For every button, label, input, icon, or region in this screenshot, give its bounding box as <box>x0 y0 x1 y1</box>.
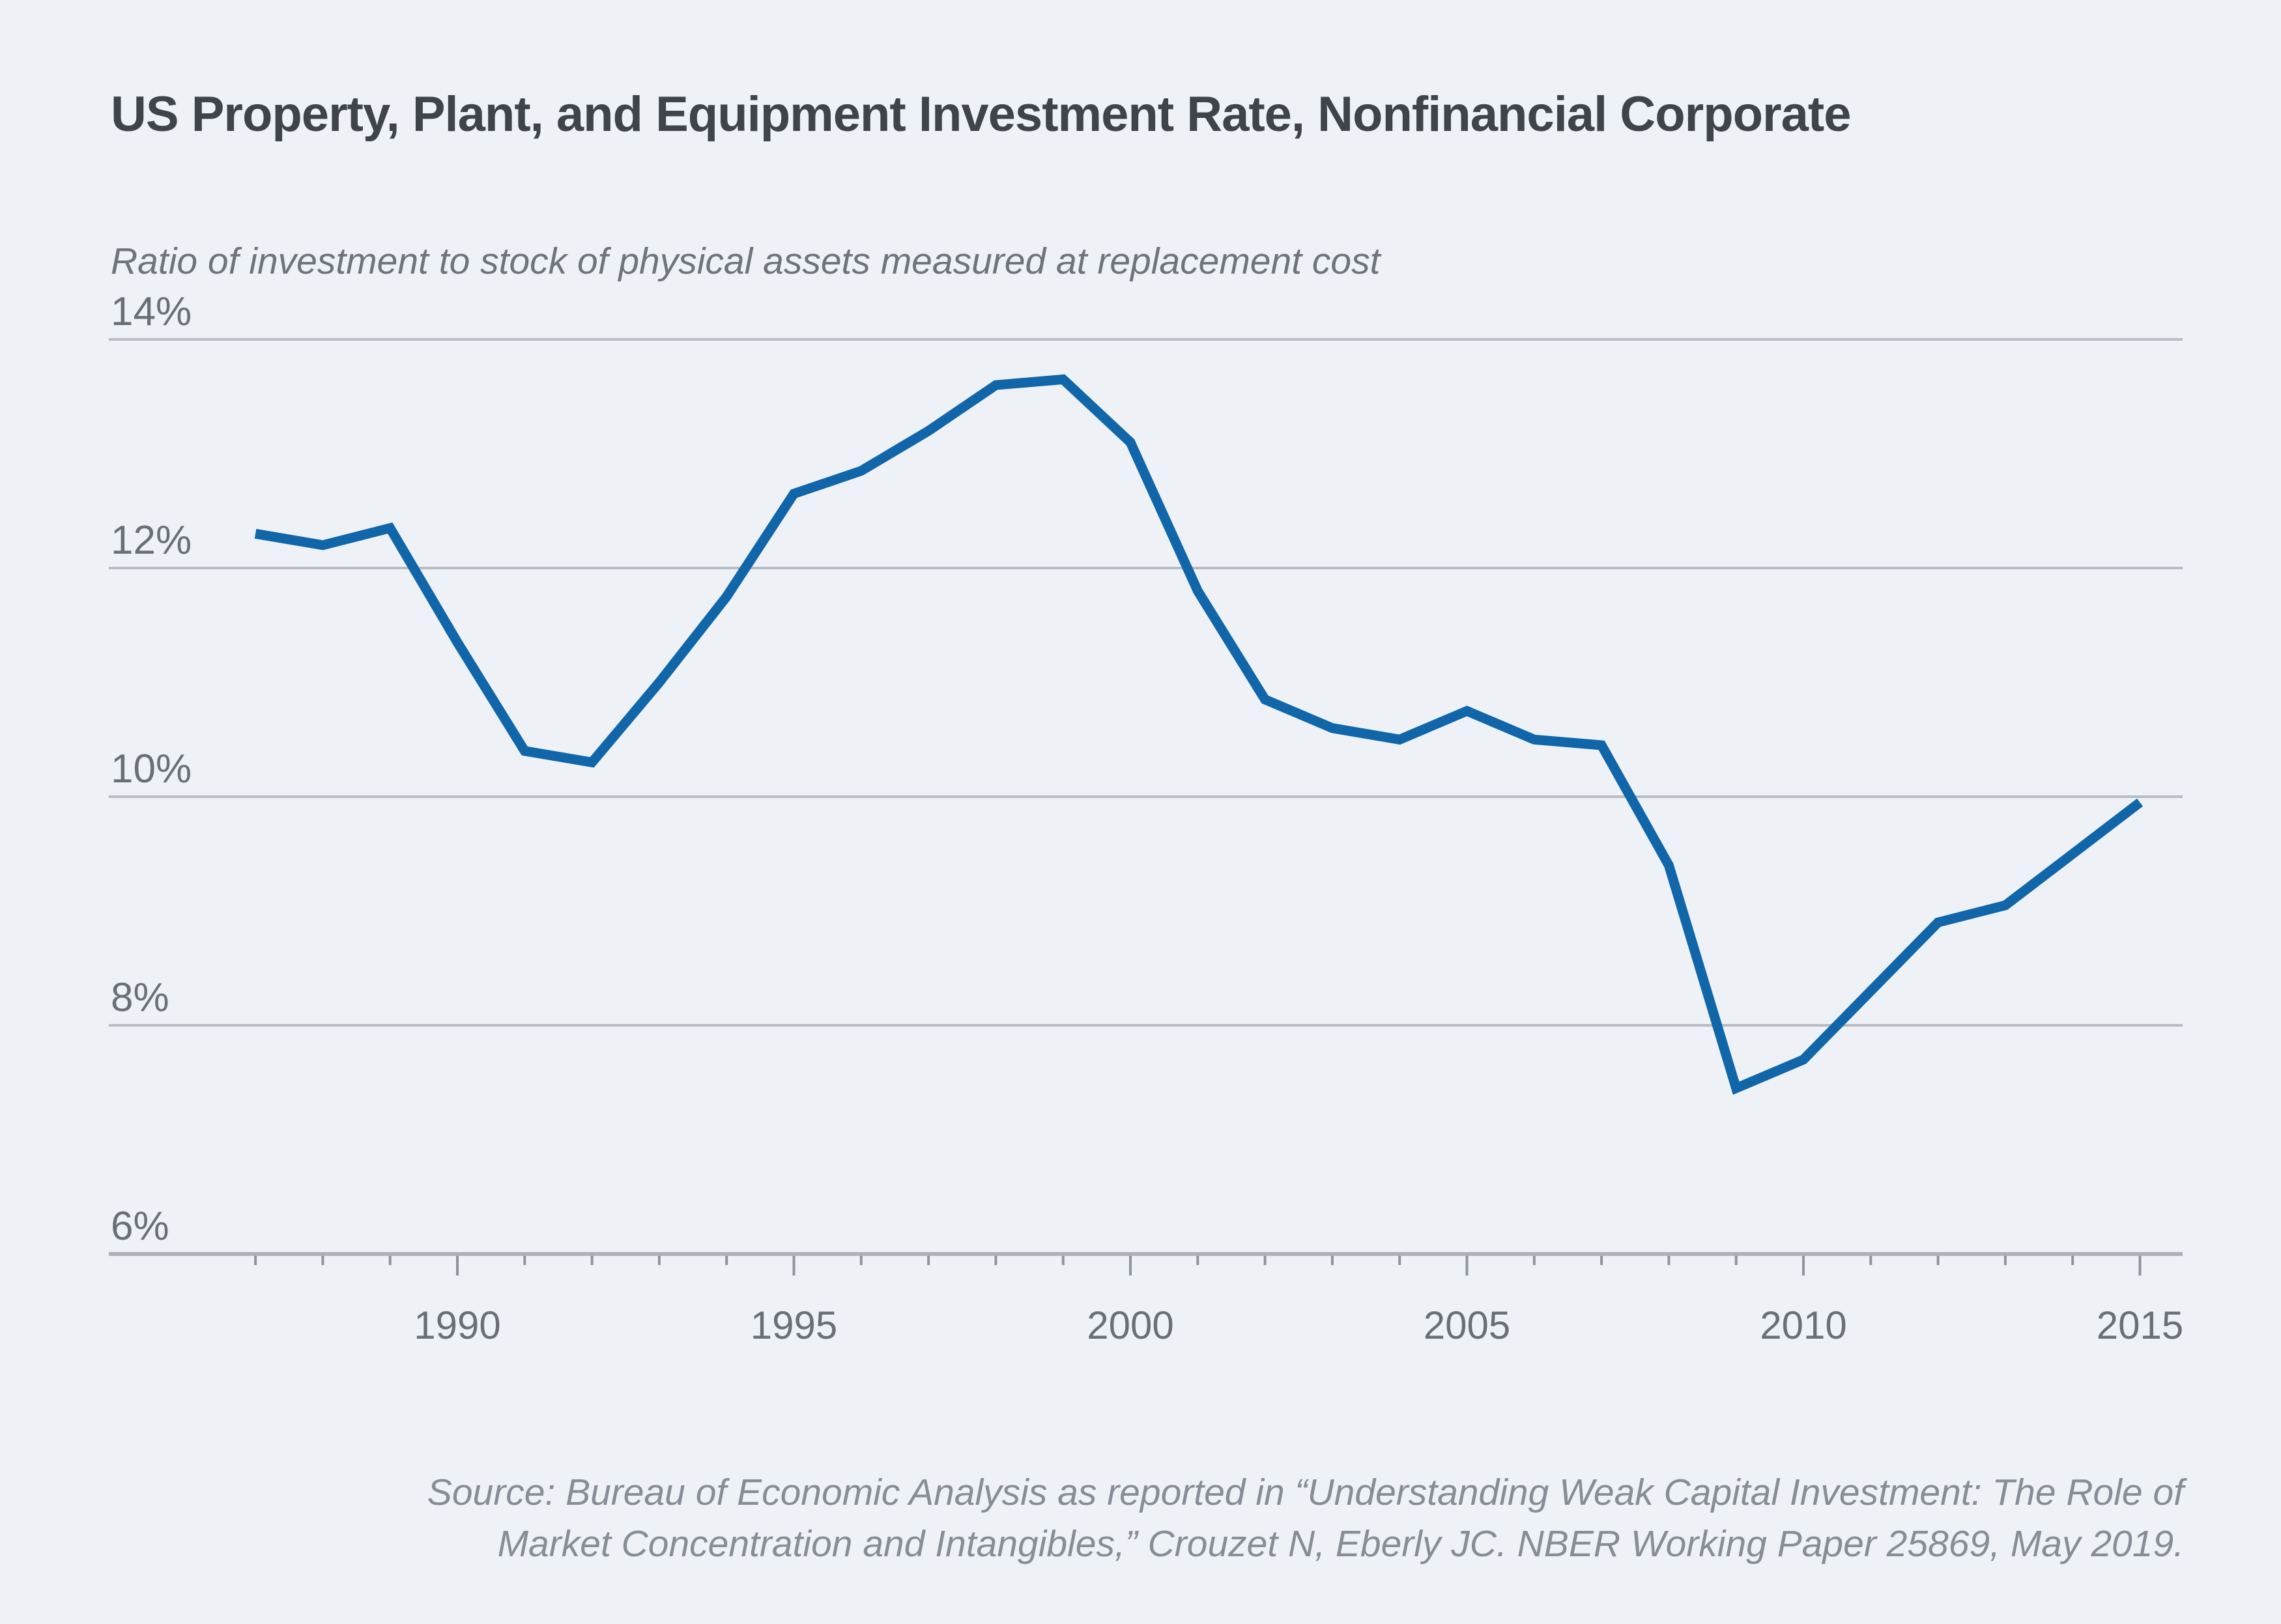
chart-title: US Property, Plant, and Equipment Invest… <box>111 87 1851 142</box>
source-note: Source: Bureau of Economic Analysis as r… <box>391 1467 2184 1569</box>
y-axis-label: 8% <box>111 975 169 1020</box>
y-axis-label: 10% <box>111 747 192 791</box>
source-line-2: Market Concentration and Intangibles,” C… <box>497 1522 2184 1565</box>
x-axis-label: 2000 <box>1087 1303 1173 1347</box>
x-axis-label: 1995 <box>751 1303 837 1347</box>
x-axis-label: 2005 <box>1424 1303 1510 1347</box>
source-line-1: Source: Bureau of Economic Analysis as r… <box>427 1472 2184 1513</box>
chart-subtitle: Ratio of investment to stock of physical… <box>111 240 1381 282</box>
x-axis-label: 2010 <box>1760 1303 1846 1347</box>
y-axis-label: 12% <box>111 518 192 563</box>
x-axis-label: 2015 <box>2097 1303 2183 1347</box>
y-axis-label: 14% <box>111 289 192 334</box>
investment-rate-line <box>254 374 2144 1095</box>
x-axis-label: 1990 <box>414 1303 500 1347</box>
y-axis-label: 6% <box>111 1204 169 1249</box>
